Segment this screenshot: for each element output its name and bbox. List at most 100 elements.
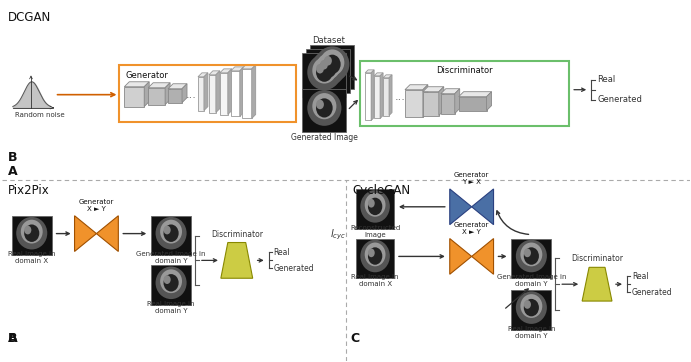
Ellipse shape [24,226,31,234]
Polygon shape [441,94,455,114]
Text: Generated Image: Generated Image [291,133,358,142]
Text: Real Image in
domain X: Real Image in domain X [351,274,399,287]
Ellipse shape [524,247,539,265]
Bar [356,189,394,229]
Ellipse shape [368,247,382,265]
Polygon shape [209,71,220,75]
Text: ...: ... [395,92,406,102]
Polygon shape [582,267,612,301]
Polygon shape [220,73,228,114]
Ellipse shape [361,190,390,223]
Polygon shape [455,89,460,114]
Text: Generated Image in
domain Y: Generated Image in domain Y [136,251,206,264]
Text: Discriminator: Discriminator [211,230,263,239]
Bar [151,265,191,305]
Polygon shape [240,67,244,117]
Text: A: A [8,332,17,345]
Ellipse shape [320,59,337,78]
Ellipse shape [320,50,344,76]
Polygon shape [374,76,380,118]
Text: C: C [350,332,359,345]
Polygon shape [472,239,493,274]
Ellipse shape [524,300,531,309]
Polygon shape [148,83,170,88]
Ellipse shape [524,299,539,316]
Ellipse shape [365,243,386,266]
Ellipse shape [164,224,179,242]
Bar [12,216,52,256]
Polygon shape [441,89,460,94]
Text: ...: ... [186,90,197,100]
Polygon shape [216,71,220,113]
Ellipse shape [324,55,341,74]
Ellipse shape [160,269,182,293]
Ellipse shape [516,240,547,272]
Ellipse shape [520,294,542,318]
Text: Real: Real [597,75,615,84]
Polygon shape [209,75,216,113]
Polygon shape [459,92,491,97]
Polygon shape [383,78,389,115]
Text: Generated: Generated [274,264,314,273]
Ellipse shape [365,193,386,217]
Text: Discriminator: Discriminator [571,254,623,264]
Text: Discriminator: Discriminator [437,66,493,75]
Polygon shape [97,216,118,252]
Polygon shape [124,87,144,106]
Ellipse shape [160,220,182,244]
Text: Real: Real [274,248,290,257]
Text: DCGAN: DCGAN [8,11,51,24]
Polygon shape [450,189,472,225]
Text: CycleGAN: CycleGAN [352,184,410,197]
Bar [303,89,346,132]
Ellipse shape [316,100,324,109]
Ellipse shape [520,243,542,266]
Polygon shape [231,67,244,71]
Polygon shape [75,216,97,252]
Ellipse shape [24,224,39,242]
Ellipse shape [155,217,187,249]
Text: Generated: Generated [632,288,672,296]
Ellipse shape [311,50,346,86]
Ellipse shape [368,199,375,207]
Polygon shape [389,75,392,115]
Bar [306,49,350,93]
Ellipse shape [21,220,43,244]
Polygon shape [459,97,486,110]
Polygon shape [450,239,472,274]
Polygon shape [221,243,253,278]
Ellipse shape [316,64,324,73]
Polygon shape [374,73,383,76]
Bar [303,53,346,97]
Ellipse shape [307,90,341,126]
Ellipse shape [315,46,350,82]
Ellipse shape [324,56,332,66]
Polygon shape [242,65,256,69]
Text: B: B [8,332,17,345]
Ellipse shape [524,248,531,257]
Polygon shape [198,73,208,77]
Ellipse shape [155,266,187,299]
Ellipse shape [16,217,47,249]
Polygon shape [204,73,208,110]
Ellipse shape [164,274,179,291]
Polygon shape [168,84,187,89]
Ellipse shape [361,240,390,272]
Text: Real Image in
domain Y: Real Image in domain Y [147,301,195,314]
Ellipse shape [164,275,171,284]
Ellipse shape [516,291,547,324]
Polygon shape [423,92,439,115]
Text: $\mathit{l}_{cyc}$: $\mathit{l}_{cyc}$ [330,227,346,242]
Polygon shape [228,69,231,114]
Ellipse shape [316,53,341,80]
Polygon shape [439,87,444,115]
Polygon shape [182,84,187,102]
Bar [310,45,354,89]
Polygon shape [220,69,231,73]
Bar [151,216,191,256]
Polygon shape [252,65,256,118]
Ellipse shape [368,248,375,257]
Polygon shape [144,82,149,106]
Text: Real: Real [632,272,649,281]
Text: Real Image in
domain X: Real Image in domain X [8,251,55,264]
